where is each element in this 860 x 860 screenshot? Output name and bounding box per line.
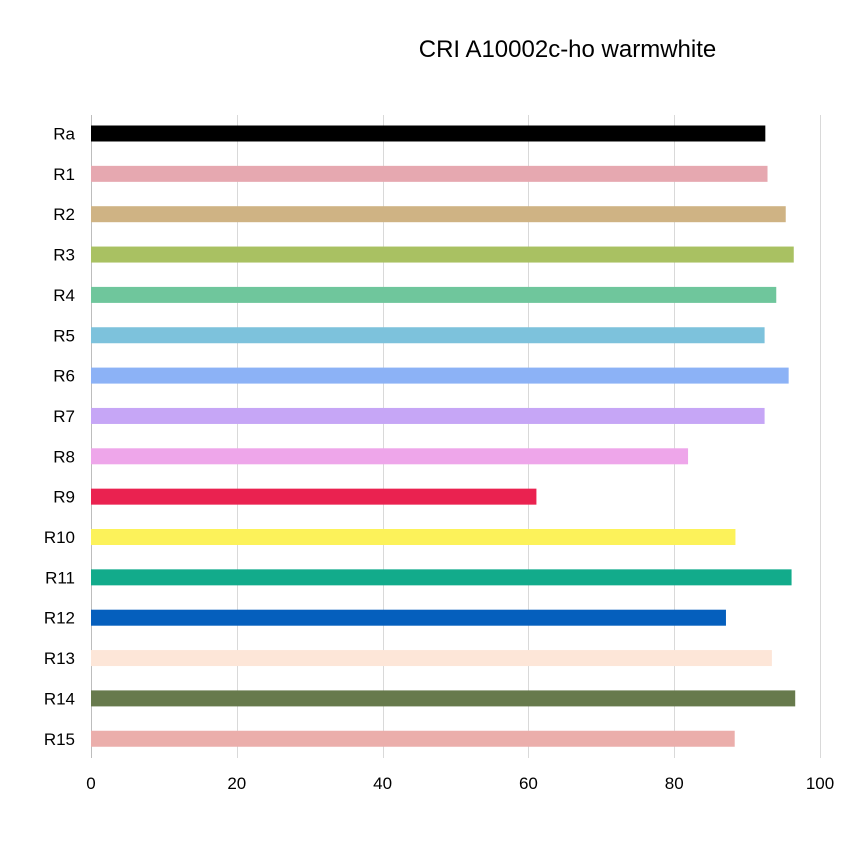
category-label: R5 [53,326,75,345]
category-label: R13 [44,649,75,668]
bar-r2 [91,206,786,223]
bar-r9 [91,488,537,505]
category-label: R11 [45,568,75,587]
x-tick-label: 100 [806,774,834,793]
category-label: R9 [53,488,75,507]
bar-r7 [91,407,765,424]
bar-ra [91,125,766,142]
category-label: R14 [44,689,75,708]
bars [91,125,796,747]
x-tick-label: 60 [519,774,538,793]
category-label: R15 [44,730,75,749]
category-label: R8 [53,447,75,466]
bar-r8 [91,448,689,465]
bar-r3 [91,246,794,263]
bar-r14 [91,690,796,707]
bar-r11 [91,569,792,586]
category-label: R4 [53,286,75,305]
category-label: R12 [44,609,75,628]
bar-r6 [91,367,789,384]
bar-r4 [91,286,777,303]
category-label: R7 [53,407,75,426]
category-label: R3 [53,246,75,265]
category-label: R2 [53,205,75,224]
category-labels: Ra R1 R2 R3 R4 R5 R6 R7 R8 R9 R10 R11 R12 R13 R14 R15 [44,125,76,749]
bar-r15 [91,730,735,747]
bar-r5 [91,327,765,344]
bar-r1 [91,165,768,182]
x-tick-labels: 0 20 40 60 80 100 [86,774,834,793]
category-label: R10 [44,528,75,547]
bar-r13 [91,650,772,667]
bar-r10 [91,529,736,545]
x-tick-label: 20 [227,774,246,793]
x-tick-label: 0 [86,774,95,793]
category-label: R6 [53,367,75,386]
chart-title: CRI A10002c-ho warmwhite [418,36,717,63]
x-tick-label: 80 [665,774,684,793]
category-label: Ra [53,125,75,144]
x-tick-label: 40 [373,774,392,793]
category-label: R1 [53,165,75,184]
bar-r12 [91,609,726,626]
